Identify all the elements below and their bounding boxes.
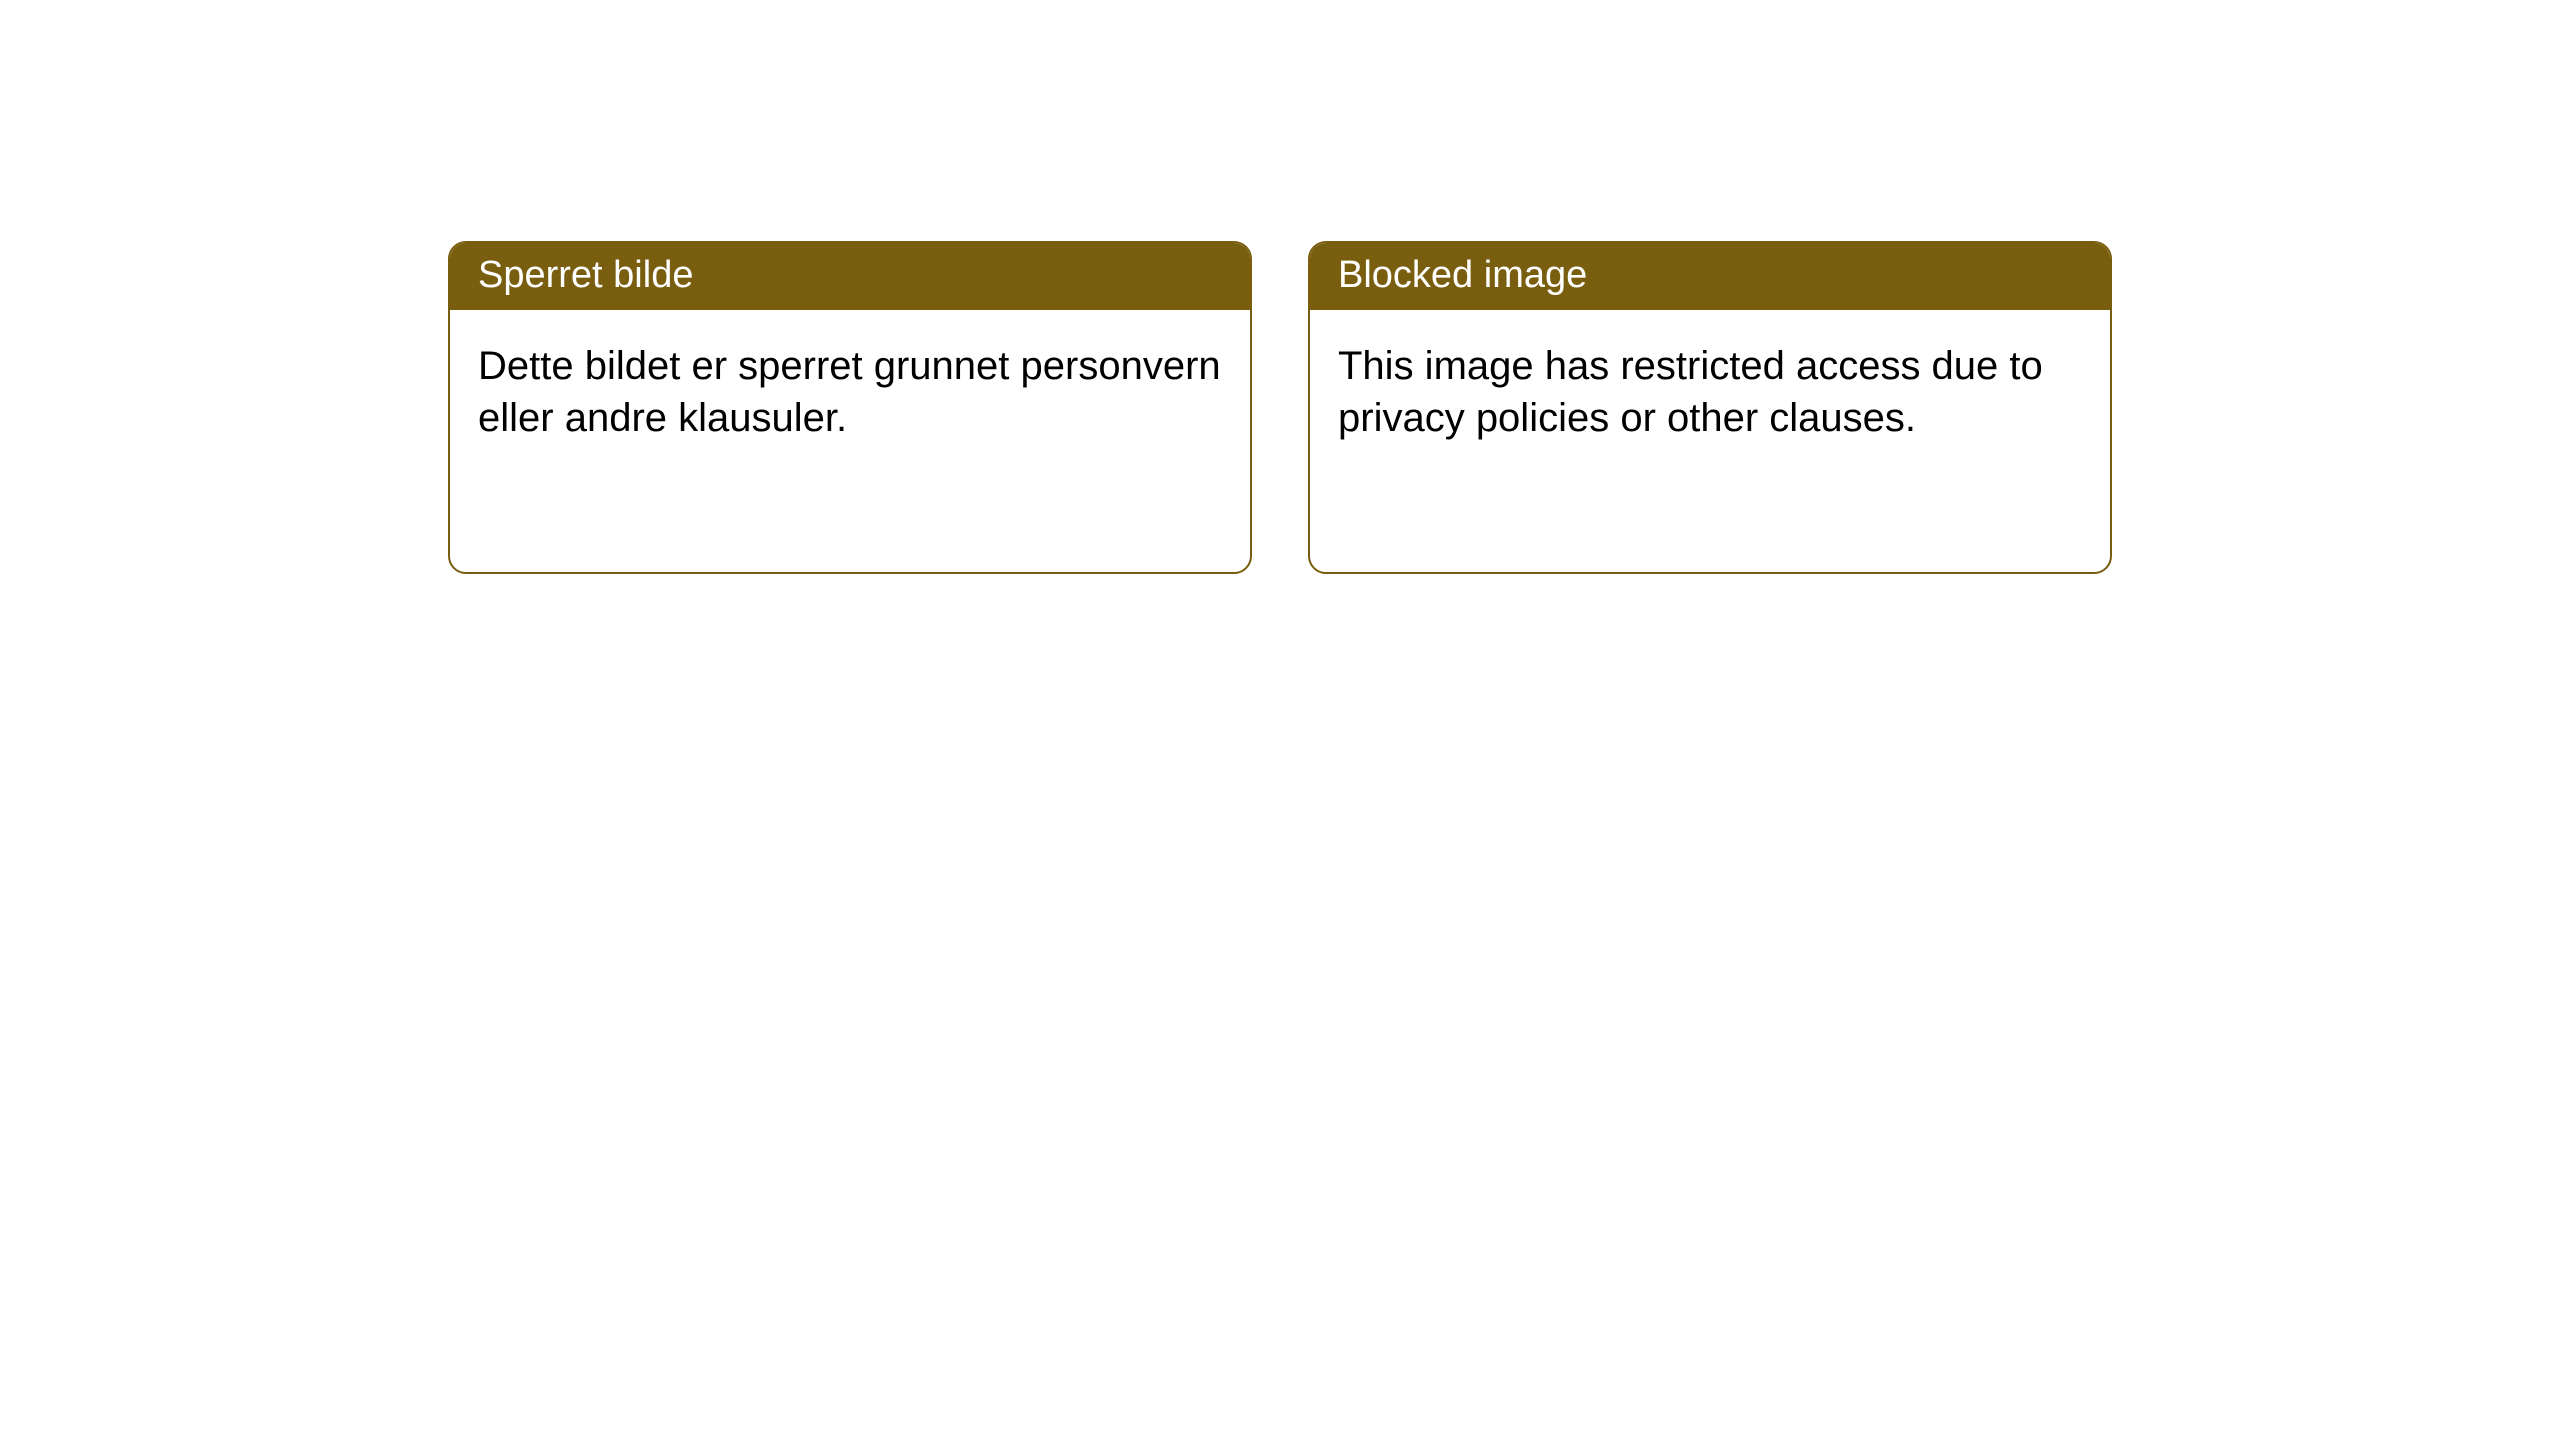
- notice-card-norwegian: Sperret bilde Dette bildet er sperret gr…: [448, 241, 1252, 574]
- notice-card-english: Blocked image This image has restricted …: [1308, 241, 2112, 574]
- notice-body-text: This image has restricted access due to …: [1310, 310, 2110, 474]
- notice-container: Sperret bilde Dette bildet er sperret gr…: [448, 241, 2112, 574]
- notice-body-text: Dette bildet er sperret grunnet personve…: [450, 310, 1250, 474]
- notice-title: Sperret bilde: [450, 243, 1250, 310]
- notice-title: Blocked image: [1310, 243, 2110, 310]
